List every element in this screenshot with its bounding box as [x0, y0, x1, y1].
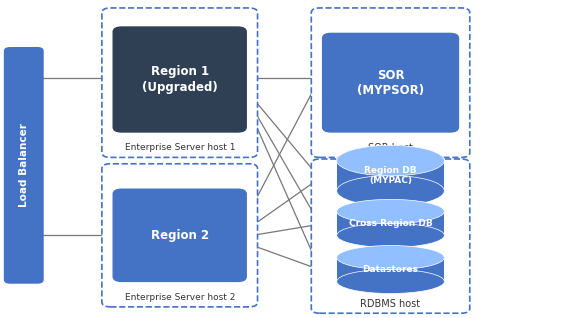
Text: Cross Region DB: Cross Region DB — [349, 219, 432, 228]
Text: Region 2: Region 2 — [151, 229, 209, 242]
FancyBboxPatch shape — [102, 164, 258, 307]
Text: RDBMS host: RDBMS host — [361, 299, 421, 309]
Polygon shape — [337, 211, 444, 235]
FancyBboxPatch shape — [311, 159, 470, 313]
FancyBboxPatch shape — [102, 8, 258, 157]
Text: Load Balancer: Load Balancer — [19, 123, 29, 207]
Text: Enterprise Server host 2: Enterprise Server host 2 — [125, 293, 235, 302]
FancyBboxPatch shape — [113, 189, 246, 281]
Text: SOR
(MYPSOR): SOR (MYPSOR) — [357, 69, 424, 97]
Ellipse shape — [337, 269, 444, 294]
Text: SOR host: SOR host — [368, 143, 413, 153]
Text: Enterprise Server host 1: Enterprise Server host 1 — [125, 143, 235, 152]
Polygon shape — [337, 161, 444, 191]
FancyBboxPatch shape — [113, 27, 246, 132]
FancyBboxPatch shape — [323, 33, 458, 132]
FancyBboxPatch shape — [5, 48, 43, 283]
Ellipse shape — [337, 199, 444, 224]
Ellipse shape — [337, 145, 444, 176]
Text: Region DB
(MYPAC): Region DB (MYPAC) — [365, 166, 417, 185]
Ellipse shape — [337, 245, 444, 270]
Ellipse shape — [337, 223, 444, 247]
Ellipse shape — [337, 176, 444, 206]
FancyBboxPatch shape — [311, 8, 470, 157]
Text: Datastores: Datastores — [363, 265, 418, 274]
Text: Region 1
(Upgraded): Region 1 (Upgraded) — [142, 66, 217, 93]
Polygon shape — [337, 258, 444, 281]
